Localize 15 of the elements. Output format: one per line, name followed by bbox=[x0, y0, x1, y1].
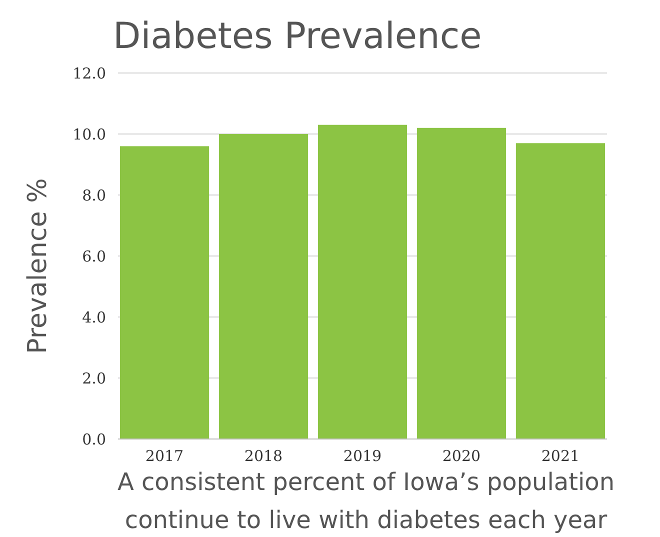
x-tick-label: 2019 bbox=[343, 447, 382, 465]
x-tick-label: 2021 bbox=[541, 447, 580, 465]
x-axis-title: A consistent percent of Iowa’s population continue to live with diabetes each year bbox=[117, 468, 615, 534]
y-tick-label: 12.0 bbox=[72, 64, 106, 82]
chart-title: Diabetes Prevalence bbox=[113, 16, 482, 57]
y-axis-title: Prevalence % bbox=[23, 178, 53, 354]
y-tick-label: 4.0 bbox=[82, 308, 106, 326]
x-tick-label: 2017 bbox=[145, 447, 184, 465]
x-tick-label: 2018 bbox=[244, 447, 283, 465]
y-tick-label: 2.0 bbox=[82, 369, 106, 388]
x-tick-label: 2020 bbox=[442, 447, 481, 465]
y-tick-label: 0.0 bbox=[82, 430, 106, 448]
y-tick-label: 8.0 bbox=[82, 186, 106, 204]
y-tick-label: 10.0 bbox=[72, 125, 106, 144]
y-tick-label: 6.0 bbox=[82, 247, 106, 266]
